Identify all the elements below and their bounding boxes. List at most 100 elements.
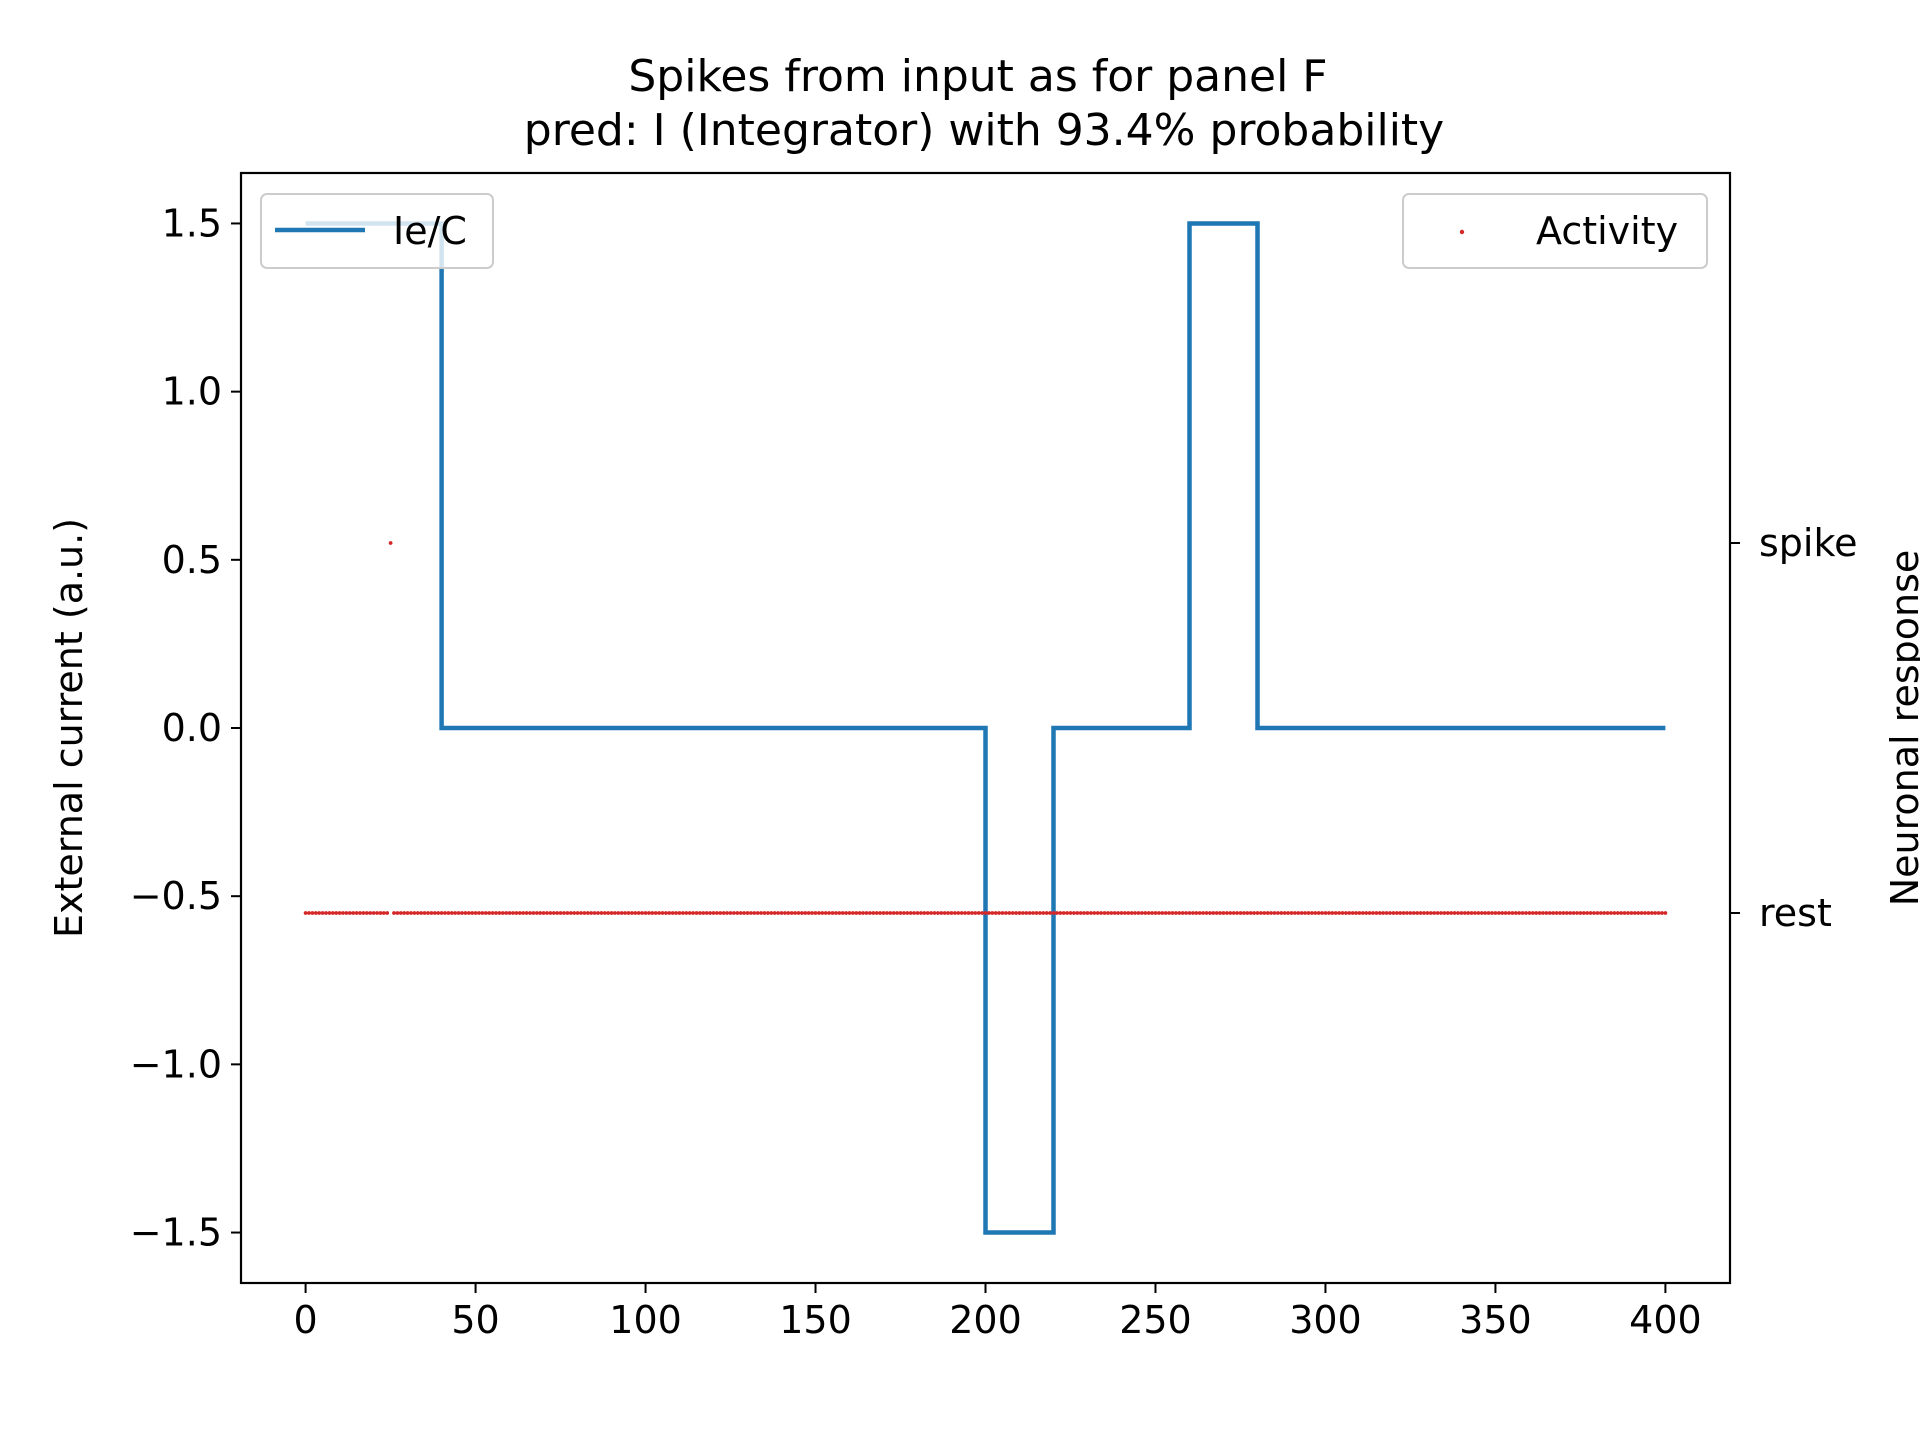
activity-point [412,911,417,915]
activity-point [1442,911,1447,915]
activity-point [942,911,947,915]
activity-point [1632,911,1637,915]
activity-point [725,911,729,915]
activity-point [1605,911,1610,915]
activity-point [1360,911,1365,915]
activity-point [915,911,920,915]
activity-point [585,911,590,915]
activity-point [1024,911,1029,915]
activity-point [878,911,882,915]
activity-point [534,911,539,915]
activity-point [1289,911,1294,915]
activity-point [1004,911,1008,915]
activity-point [1500,911,1505,915]
activity-point [1367,911,1372,915]
activity-point [1248,911,1253,915]
activity-point [1014,911,1018,915]
activity-point [1112,911,1117,915]
activity-point [1374,911,1379,915]
activity-point [337,911,342,915]
activity-point [776,911,780,915]
activity-point [1564,911,1569,915]
activity-point [334,911,339,915]
y-tick-label: −0.5 [130,874,222,918]
activity-point [929,911,933,915]
activity-point [599,911,604,915]
activity-point [1462,911,1467,915]
activity-point [1490,911,1494,915]
activity-point [922,911,927,915]
activity-point [1622,911,1627,915]
activity-point [993,911,998,915]
activity-point [871,911,876,915]
activity-point [1534,911,1539,915]
activity-point [1394,911,1399,915]
activity-point [990,911,995,915]
activity-point [1180,911,1185,915]
activity-point [738,911,743,915]
activity-point [446,911,451,915]
activity-point [1211,911,1216,915]
activity-point [1530,911,1535,915]
activity-point [769,911,774,915]
activity-point [494,911,498,915]
activity-point [715,911,719,915]
activity-point [1231,911,1236,915]
activity-point [793,911,797,915]
activity-point [426,911,430,915]
activity-point [919,911,923,915]
activity-point [1626,911,1630,915]
activity-point [796,911,801,915]
activity-point [976,911,981,915]
activity-point [310,911,315,915]
activity-point [633,911,638,915]
activity-point [1027,911,1032,915]
activity-point [1191,911,1195,915]
activity-point [524,911,529,915]
activity-point [949,911,954,915]
activity-point [1408,911,1413,915]
activity-point [511,911,515,915]
activity-point [1310,911,1314,915]
y-tick-label: 0.5 [162,538,222,582]
activity-point [1129,911,1134,915]
activity-point [1357,911,1362,915]
activity-point [1245,911,1250,915]
activity-point [1276,911,1280,915]
activity-point [1262,911,1267,915]
activity-point [735,911,740,915]
y-axis-label-right: Neuronal response [1883,550,1920,907]
activity-point [1174,911,1178,915]
activity-point [344,911,349,915]
activity-point [1449,911,1454,915]
activity-point [885,911,889,915]
activity-point [1571,911,1576,915]
series-line-ie-c [305,221,1666,1235]
activity-point [1551,911,1556,915]
activity-point [1354,911,1358,915]
activity-point [912,911,916,915]
activity-point [558,911,563,915]
activity-point [575,911,580,915]
activity-point [487,911,492,915]
activity-point [1306,911,1311,915]
activity-point [1265,911,1270,915]
activity-point [840,911,845,915]
activity-point [307,911,311,915]
activity-point [1109,911,1114,915]
activity-point [939,911,944,915]
activity-point [1330,911,1335,915]
activity-point [602,911,607,915]
activity-point [371,911,376,915]
activity-point [1452,911,1457,915]
activity-point [1269,911,1273,915]
activity-point [1401,911,1406,915]
activity-point [330,911,335,915]
activity-point [1612,911,1617,915]
activity-point [1316,911,1321,915]
activity-point [531,911,536,915]
activity-points [303,541,1668,915]
activity-point [606,911,611,915]
activity-point [470,911,475,915]
activity-point [728,911,733,915]
